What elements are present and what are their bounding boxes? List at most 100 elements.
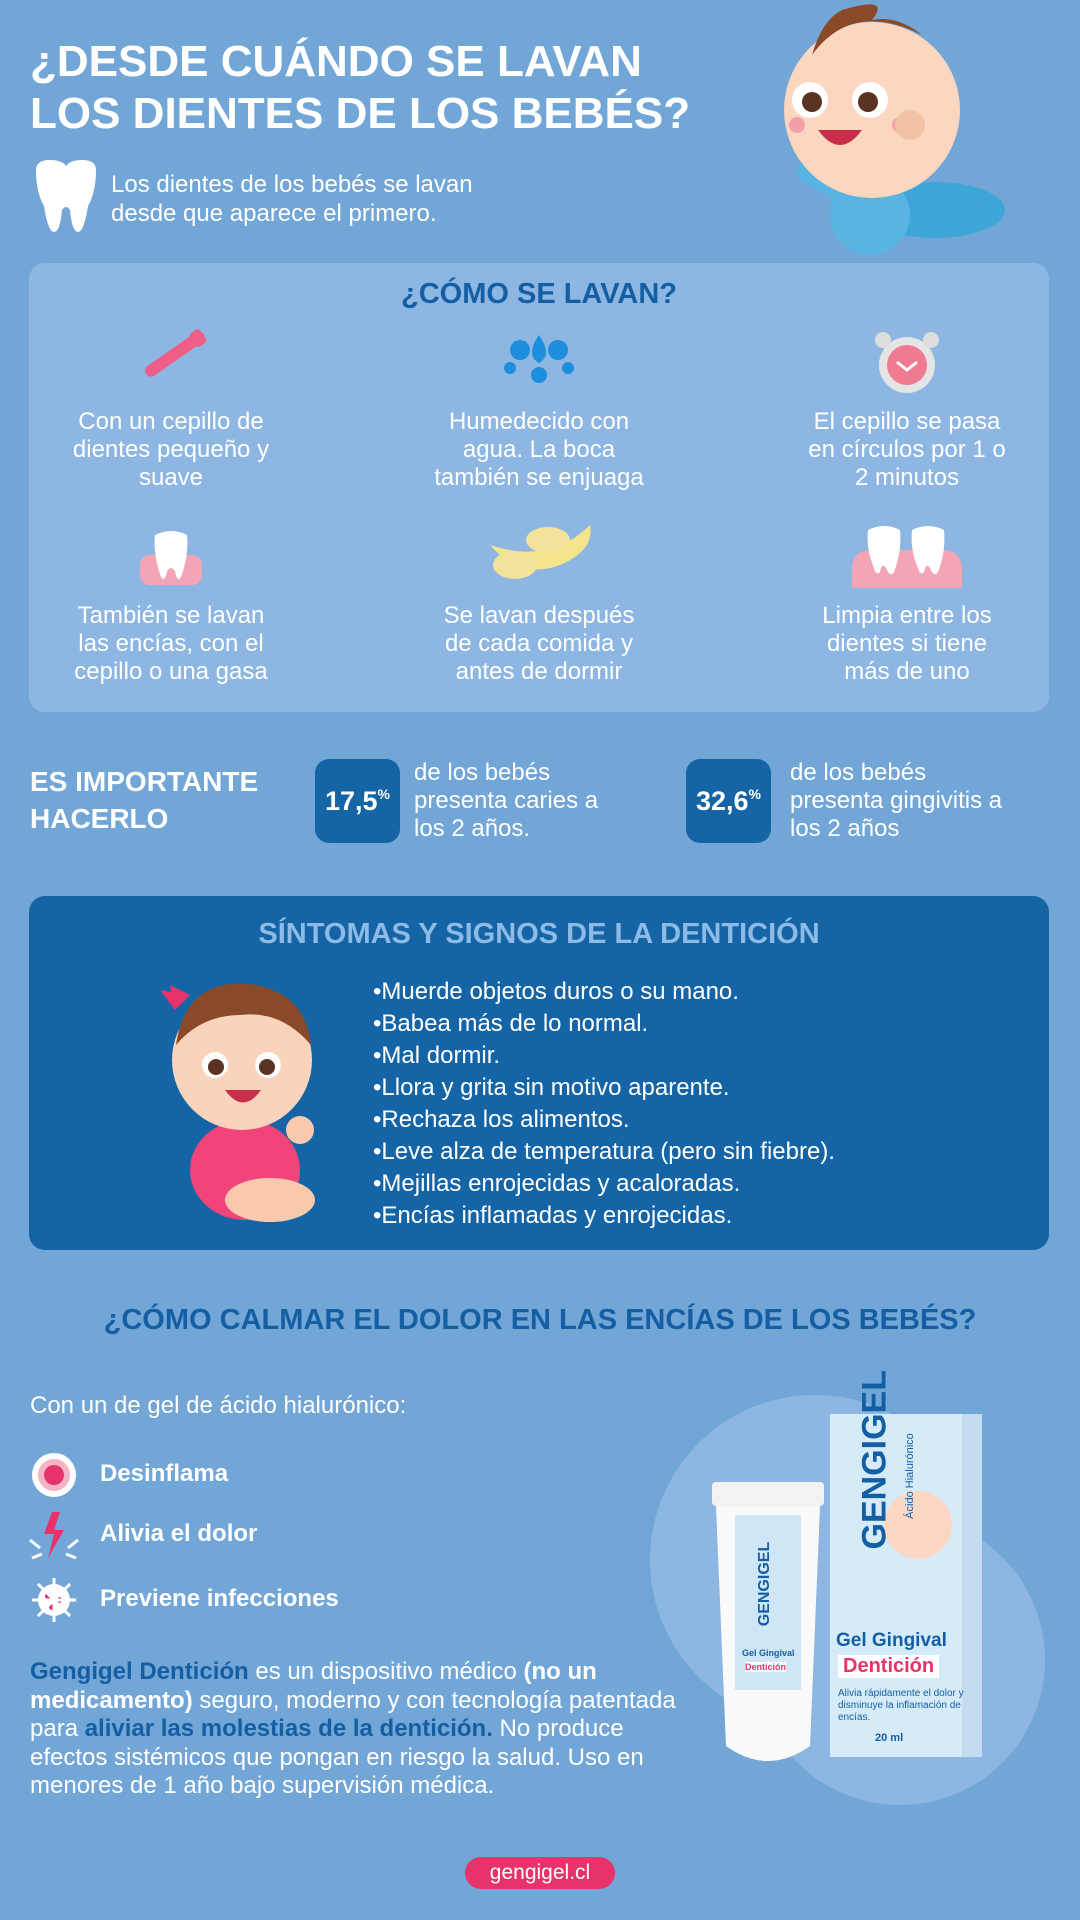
how-item-line: de cada comida y — [444, 630, 634, 657]
stat-text-line: los 2 años. — [414, 815, 531, 842]
product-brand: GENGIGEL — [855, 1370, 894, 1550]
how-item: Humedecido con agua. La boca también se en… — [369, 408, 709, 492]
paragraph-segment: Gengigel Dentición — [30, 1658, 249, 1685]
how-panel — [29, 263, 1049, 712]
how-item-line: 2 minutos — [854, 464, 960, 491]
product-size: 20 ml — [875, 1732, 904, 1744]
stat-number: 17,5 — [324, 786, 378, 816]
stat-text-line: presenta caries a — [414, 787, 599, 814]
how-item-line: Se lavan después — [443, 602, 635, 629]
stat-unit: % — [748, 786, 761, 802]
gum-tooth-icon — [140, 531, 202, 585]
symptoms-title: SÍNTOMAS Y SIGNOS DE LA DENTICIÓN — [258, 918, 820, 950]
how-item-line: También se lavan — [77, 602, 265, 629]
stat-text: de los bebés presenta gingivitis a los 2 a… — [790, 759, 1002, 843]
how-item: Limpia entre los dientes si tiene más de u… — [737, 602, 1077, 686]
tube-label — [735, 1515, 801, 1690]
footer-pill — [465, 1857, 615, 1889]
important-title-line: HACERLO — [30, 803, 169, 834]
how-item: También se lavan las encías, con el cepill… — [1, 602, 341, 686]
symptom-line: •Rechaza los alimentos. — [373, 1106, 630, 1133]
stat-text-line: los 2 años — [790, 815, 900, 842]
product-box-side — [962, 1414, 982, 1757]
inflammation-icon — [32, 1453, 76, 1497]
benefit: Alivia el dolor — [100, 1520, 258, 1547]
subtitle-line: desde que aparece el primero. — [111, 200, 437, 227]
benefit: Desinflama — [100, 1460, 229, 1487]
symptom-line: •Leve alza de temperatura (pero sin fieb… — [373, 1138, 835, 1165]
important-title: ES IMPORTANTE HACERLO — [30, 763, 258, 837]
germ-icon — [32, 1578, 76, 1622]
relief-intro: Con un de gel de ácido hialurónico: — [30, 1392, 407, 1419]
pain-icon — [29, 1512, 79, 1560]
box-baby — [884, 1491, 952, 1559]
product-subbrand: Ácido Hialurónico — [904, 1433, 916, 1519]
clock-icon — [875, 332, 939, 393]
subtitle-line: Los dientes de los bebés se lavan — [111, 171, 473, 198]
symptom: •Muerde objetos duros o su mano. •Babea m… — [373, 976, 835, 1232]
how-title: ¿CÓMO SE LAVAN? — [400, 278, 678, 310]
teeth-icon — [852, 526, 962, 588]
footer-url: gengigel.cl — [489, 1861, 591, 1884]
stat-badge — [315, 759, 400, 843]
symptom-line: •Encías inflamadas y enrojecidas. — [373, 1202, 733, 1229]
stat-unit: % — [377, 786, 390, 802]
stat-text-line: presenta gingivitis a — [790, 787, 1003, 814]
baby-illustration — [784, 4, 1005, 255]
banana-icon — [490, 525, 591, 579]
how-item-line: El cepillo se pasa — [813, 408, 1001, 435]
how-item: Se lavan después de cada comida y antes de… — [369, 602, 709, 686]
paragraph-segment: aliviar las molestias de la dentición. — [84, 1715, 493, 1742]
how-item-line: las encías, con el — [78, 630, 264, 657]
product-line-tube: Gel Gingival — [742, 1648, 795, 1658]
stat-value: 32,6% — [686, 786, 771, 817]
tooth-icon — [36, 160, 96, 232]
benefit: Previene infecciones — [100, 1585, 339, 1612]
stat-text-line: de los bebés — [414, 759, 551, 786]
how-item-line: cepillo o una gasa — [74, 658, 268, 685]
symptom-line: •Mal dormir. — [373, 1042, 501, 1069]
how-item-line: más de uno — [844, 658, 970, 685]
tube-cap — [712, 1482, 824, 1506]
how-item-line: Con un cepillo de — [78, 408, 264, 435]
how-item-line: suave — [138, 464, 204, 491]
symptom-line: •Muerde objetos duros o su mano. — [373, 978, 739, 1005]
symptom-line: •Mejillas enrojecidas y acaloradas. — [373, 1170, 741, 1197]
how-item-line: Limpia entre los — [822, 602, 992, 629]
product-brand-tube: GENGIGEL — [756, 1541, 773, 1627]
how-item-line: antes de dormir — [455, 658, 623, 685]
stat-value: 17,5% — [315, 786, 400, 817]
how-item-line: agua. La boca — [462, 436, 616, 463]
relief-paragraph: Gengigel Dentición es un dispositivo méd… — [30, 1658, 680, 1801]
how-item-line: en círculos por 1 o — [808, 436, 1006, 463]
paragraph-segment: No produce efectos sistémicos que pongan… — [30, 1715, 644, 1799]
relief-title: ¿CÓMO CALMAR EL DOLOR EN LAS ENCÍAS DE L… — [103, 1304, 977, 1336]
how-item-line: dientes si tiene — [826, 630, 988, 657]
water-icon — [504, 335, 574, 383]
toothbrush-icon — [145, 329, 207, 377]
subtitle: Los dientes de los bebés se lavan desde q… — [111, 170, 473, 228]
product-variant-tube: Dentición — [745, 1662, 787, 1672]
symptom-line: •Llora y grita sin motivo aparente. — [373, 1074, 730, 1101]
important-title-line: ES IMPORTANTE — [30, 766, 259, 797]
paragraph-segment: es un dispositivo médico — [248, 1658, 524, 1685]
product-variant: Dentición — [838, 1655, 940, 1678]
paragraph-segment: seguro, moderno y con tecnología patenta… — [30, 1686, 676, 1743]
how-item: Con un cepillo de dientes pequeño y suave — [1, 408, 341, 492]
title-line: LOS DIENTES DE LOS BEBÉS? — [30, 89, 691, 138]
product-line: Gel Gingival — [836, 1630, 947, 1651]
how-item-line: Humedecido con — [448, 408, 630, 435]
stat-text-line: de los bebés — [790, 759, 927, 786]
how-item-line: también se enjuaga — [434, 464, 644, 491]
product-claim: Alivia rápidamente el dolor y disminuye … — [838, 1688, 964, 1723]
baby-girl-illustration — [160, 983, 315, 1222]
title-line: ¿DESDE CUÁNDO SE LAVAN — [30, 37, 642, 86]
product-box — [830, 1414, 982, 1757]
how-item-line: dientes pequeño y — [72, 436, 270, 463]
stat-badge — [686, 759, 771, 843]
symptom-line: •Babea más de lo normal. — [373, 1010, 649, 1037]
stat-text: de los bebés presenta caries a los 2 años. — [414, 759, 598, 843]
title: ¿DESDE CUÁNDO SE LAVAN LOS DIENTES DE LOS… — [30, 36, 690, 140]
